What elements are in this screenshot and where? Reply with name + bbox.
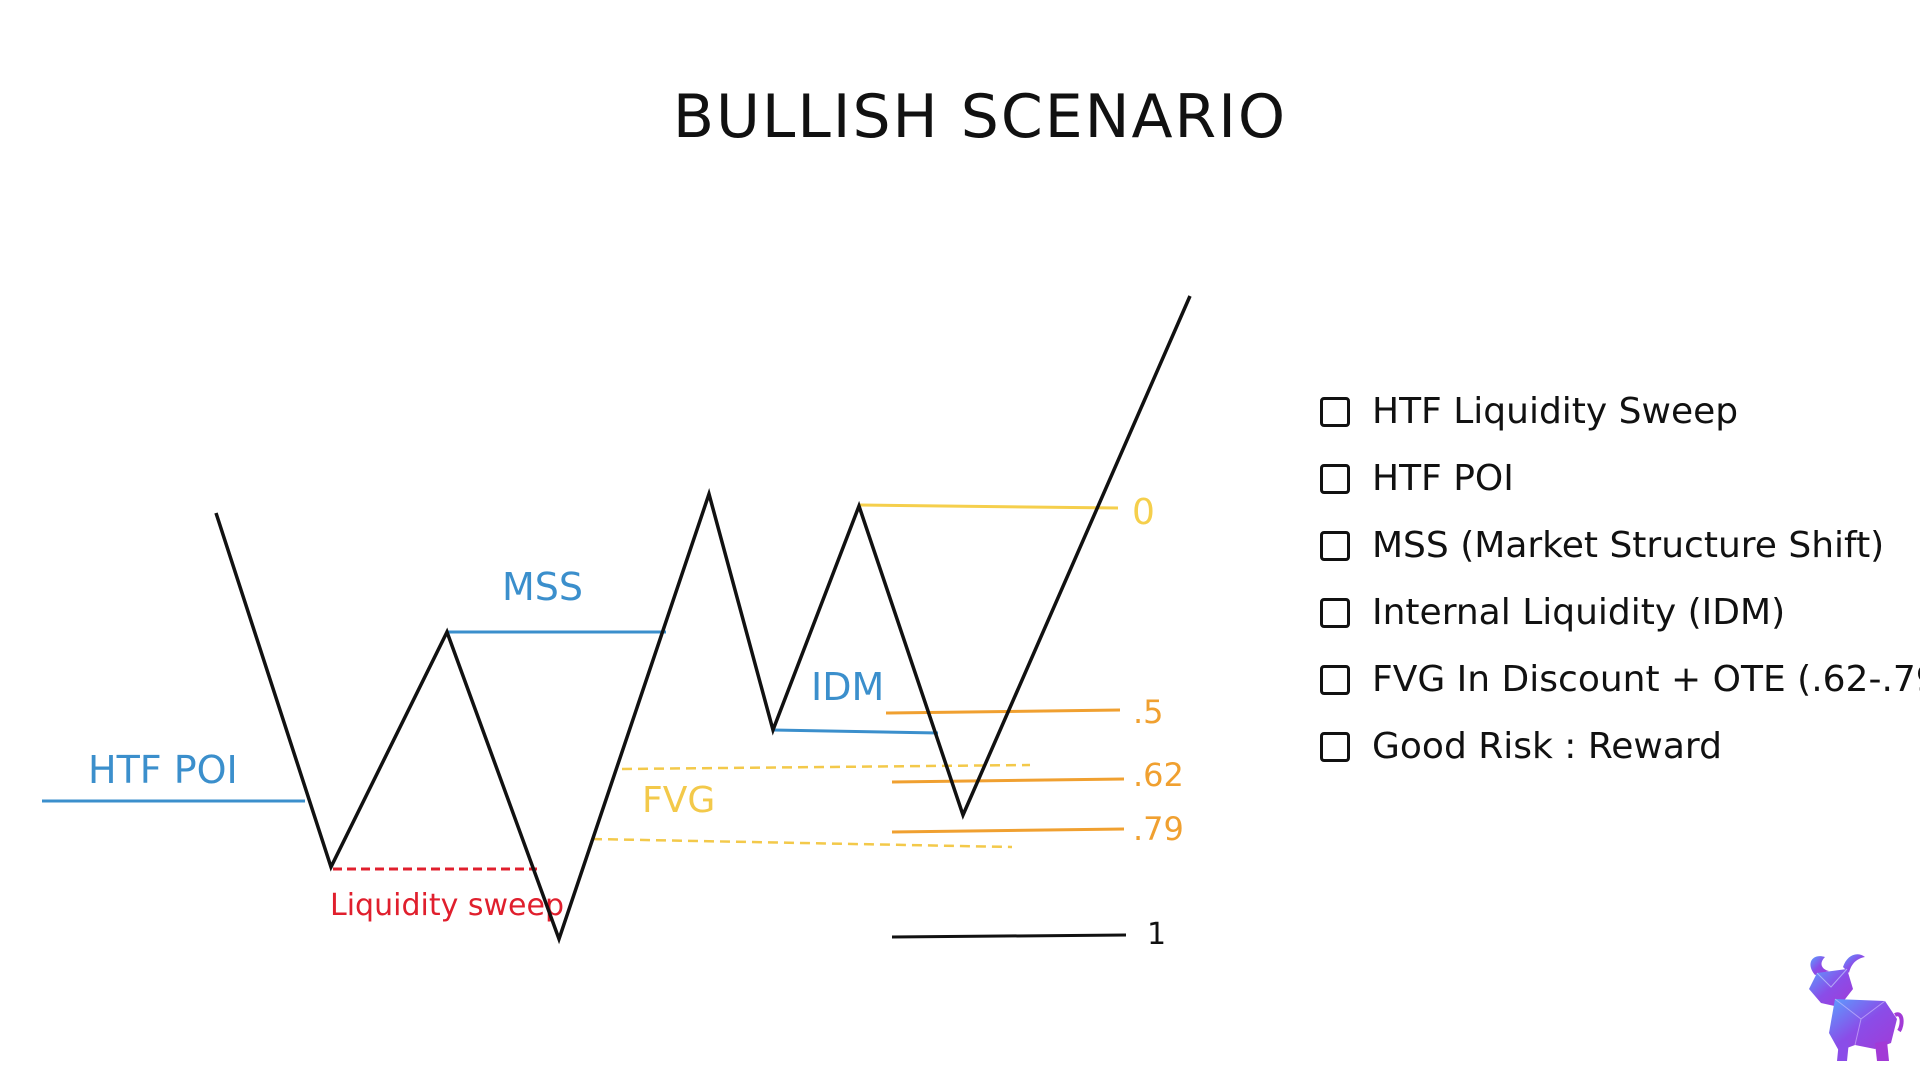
- checkbox-icon[interactable]: [1320, 597, 1350, 628]
- checklist-item-label: HTF Liquidity Sweep: [1372, 391, 1739, 432]
- checklist-item-label: Internal Liquidity (IDM): [1372, 592, 1786, 633]
- fib-1-line: [891, 933, 1127, 939]
- checkbox-icon[interactable]: [1320, 463, 1350, 494]
- fvg-lower-dashed-line: [591, 837, 1013, 849]
- checkbox-icon[interactable]: [1320, 396, 1350, 427]
- checklist-item-label: MSS (Market Structure Shift): [1372, 525, 1885, 566]
- fib-0-label: 0: [1132, 492, 1155, 533]
- checkbox-icon[interactable]: [1320, 664, 1350, 695]
- checkbox-icon[interactable]: [1320, 530, 1350, 561]
- fib-0.79-label: .79: [1133, 810, 1184, 848]
- checklist-item[interactable]: Internal Liquidity (IDM): [1320, 579, 1920, 646]
- htf-poi-label: HTF POI: [88, 748, 238, 792]
- liquidity-sweep-label: Liquidity sweep: [330, 888, 564, 923]
- checklist-item-label: FVG In Discount + OTE (.62-.79): [1372, 659, 1920, 700]
- fib-0-line: [859, 503, 1119, 510]
- checklist-item[interactable]: MSS (Market Structure Shift): [1320, 512, 1920, 579]
- fib-0.5-line: [885, 708, 1121, 715]
- checklist-item[interactable]: HTF Liquidity Sweep: [1320, 378, 1920, 445]
- fib-0.5-label: .5: [1133, 693, 1164, 731]
- diagram-title: BULLISH SCENARIO: [672, 82, 1288, 152]
- checklist-item-label: HTF POI: [1372, 458, 1514, 499]
- checklist-item-label: Good Risk : Reward: [1372, 726, 1722, 767]
- bull-logo-icon: [1809, 954, 1904, 1061]
- checklist: HTF Liquidity Sweep HTF POI MSS (Market …: [1320, 378, 1920, 780]
- fib-0.62-label: .62: [1133, 756, 1184, 794]
- idm-label: IDM: [811, 665, 884, 709]
- idm-level-line: [772, 728, 939, 735]
- fib-0.62-line: [891, 777, 1125, 784]
- fib-1-label: 1: [1147, 917, 1166, 952]
- checklist-item[interactable]: HTF POI: [1320, 445, 1920, 512]
- fvg-upper-dashed-line: [621, 763, 1031, 771]
- mss-label: MSS: [502, 565, 583, 609]
- checkbox-icon[interactable]: [1320, 731, 1350, 762]
- checklist-item[interactable]: FVG In Discount + OTE (.62-.79): [1320, 646, 1920, 713]
- fib-0.79-line: [891, 827, 1125, 834]
- checklist-item[interactable]: Good Risk : Reward: [1320, 713, 1920, 780]
- price-path-line: [214, 295, 1192, 945]
- fvg-label: FVG: [642, 780, 715, 821]
